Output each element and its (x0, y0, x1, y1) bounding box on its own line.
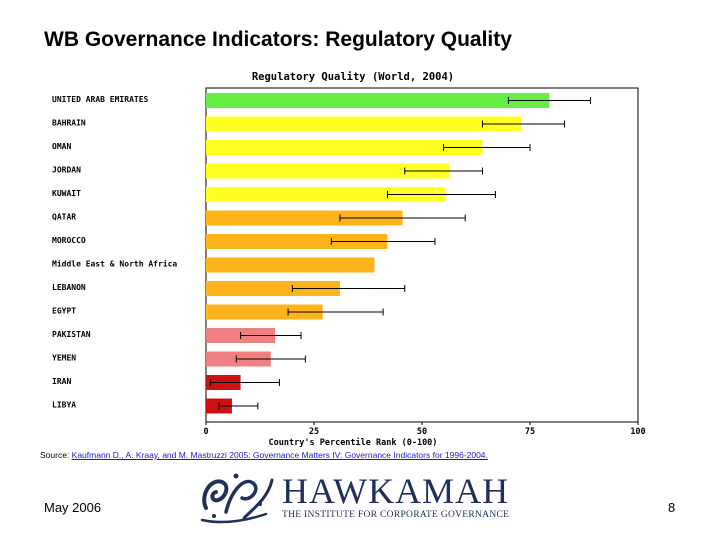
category-label: KUWAIT (52, 189, 81, 198)
source-citation: Source: Kaufmann D., A. Kraay, and M. Ma… (40, 450, 488, 460)
bar (206, 163, 451, 179)
slide-title: WB Governance Indicators: Regulatory Qua… (44, 28, 512, 51)
category-label: PAKISTAN (52, 330, 91, 339)
category-label: JORDAN (52, 166, 81, 175)
bar (206, 210, 403, 226)
category-label: EGYPT (52, 307, 76, 316)
bar (206, 116, 522, 132)
x-tick-label: 75 (525, 427, 535, 437)
bar (206, 93, 550, 108)
category-labels: UNITED ARAB EMIRATES BAHRAIN OMAN JORDAN KUW… (52, 95, 177, 410)
footer-date: May 2006 (44, 500, 102, 515)
logo-tagline: THE INSTITUTE FOR CORPORATE GOVERNANCE (282, 510, 510, 520)
calligraphy-emblem-icon (200, 473, 274, 524)
category-label: OMAN (52, 142, 71, 151)
bar (206, 234, 388, 249)
chart-title: Regulatory Quality (World, 2004) (252, 71, 454, 83)
category-label: QATAR (52, 213, 76, 222)
logo-name: HAWKAMAH (282, 471, 510, 511)
bars-layer (206, 93, 591, 414)
x-tick-label: 100 (630, 427, 645, 437)
page-number: 8 (668, 500, 676, 515)
category-label: IRAN (52, 377, 71, 386)
category-label: LEBANON (52, 283, 86, 292)
bar (206, 187, 446, 202)
x-tick-label: 25 (309, 427, 319, 437)
bar (206, 140, 483, 155)
category-label: UNITED ARAB EMIRATES (52, 95, 149, 104)
category-label: BAHRAIN (52, 119, 86, 128)
bar (206, 304, 323, 320)
category-label: MOROCCO (52, 236, 86, 245)
source-link[interactable]: Kaufmann D., A. Kraay, and M. Mastruzzi … (71, 450, 488, 460)
category-label: LIBYA (52, 401, 76, 410)
plot-area (205, 87, 639, 423)
bar (206, 257, 375, 273)
x-axis-label: Country's Percentile Rank (0-100) (269, 437, 438, 448)
bar (206, 281, 340, 296)
x-tick-label: 0 (203, 427, 208, 437)
source-prefix: Source: (40, 450, 72, 460)
category-label: Middle East & North Africa (52, 259, 177, 269)
x-axis-ticks: 0 25 50 75 100 (203, 422, 646, 437)
category-label: YEMEN (52, 354, 76, 363)
hawkamah-logo: HAWKAMAH THE INSTITUTE FOR CORPORATE GOV… (196, 468, 536, 526)
x-tick-label: 50 (417, 427, 427, 437)
